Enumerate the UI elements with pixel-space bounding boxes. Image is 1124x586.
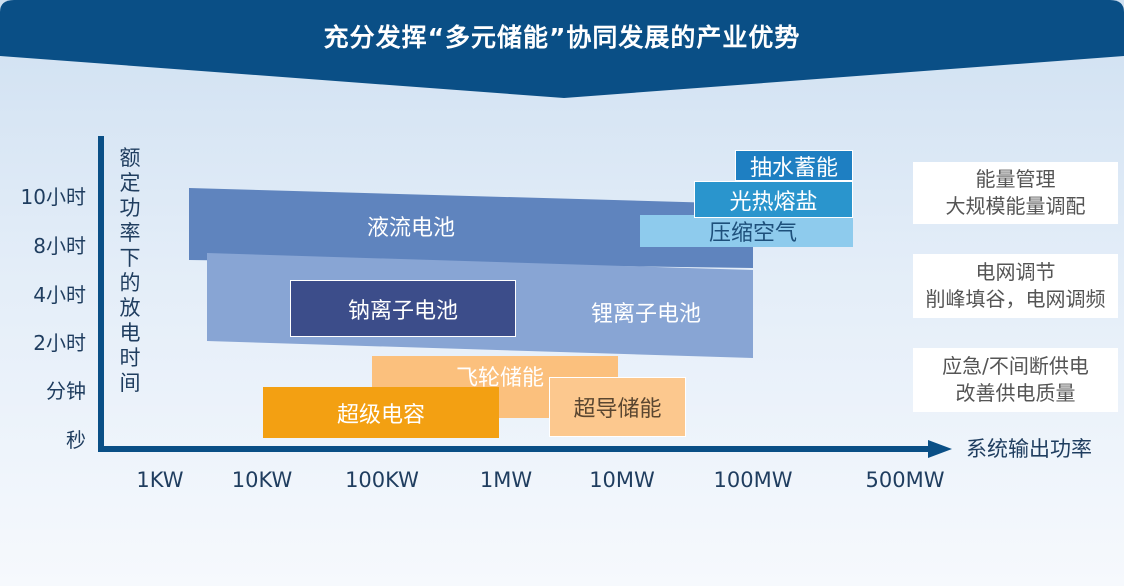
page-title: 充分发挥“多元储能”协同发展的产业优势	[323, 23, 801, 52]
application-grid-line1: 电网调节	[975, 260, 1056, 284]
banner-shape	[0, 0, 1124, 98]
x-tick-500mw: 500MW	[865, 468, 945, 492]
y-axis-line	[98, 136, 104, 452]
compressed-air-box: 压缩空气	[640, 215, 853, 247]
supercapacitor-label: 超级电容	[336, 402, 425, 428]
liquid-flow-band	[189, 188, 753, 268]
application-emergency-line1: 应急/不间断供电	[942, 354, 1089, 378]
molten-salt-box: 光热熔盐	[694, 181, 853, 218]
y-tick-2h: 2小时	[33, 331, 86, 355]
application-box-emergency: 应急/不间断供电 改善供电质量	[913, 348, 1118, 412]
y-tick-10h: 10小时	[20, 185, 86, 209]
title-banner: 充分发挥“多元储能”协同发展的产业优势	[0, 0, 1124, 100]
y-axis-label: 额定功率下的放电时间	[119, 146, 141, 395]
y-tick-minutes: 分钟	[46, 379, 86, 403]
pumped-hydro-label: 抽水蓄能	[749, 155, 838, 181]
x-tick-100kw: 100KW	[345, 468, 419, 492]
y-tick-4h: 4小时	[33, 283, 86, 307]
application-grid-line2: 削峰填谷，电网调频	[925, 287, 1106, 311]
application-energy-line2: 大规模能量调配	[945, 194, 1086, 218]
supercapacitor-box: 超级电容	[263, 387, 499, 438]
compressed-air-label: 压缩空气	[708, 221, 797, 246]
superconducting-label: 超导储能	[573, 397, 662, 422]
x-tick-1mw: 1MW	[479, 468, 533, 492]
application-box-grid: 电网调节 削峰填谷，电网调频	[913, 254, 1118, 318]
x-tick-10kw: 10KW	[231, 468, 293, 492]
pumped-hydro-box: 抽水蓄能	[735, 150, 853, 181]
sodium-ion-label: 钠离子电池	[347, 298, 458, 324]
superconducting-box: 超导储能	[549, 377, 686, 437]
x-axis-arrow-icon	[928, 440, 952, 458]
application-emergency-line2: 改善供电质量	[955, 381, 1076, 405]
application-box-energy: 能量管理 大规模能量调配	[913, 162, 1118, 224]
sodium-ion-box: 钠离子电池	[290, 280, 516, 337]
lithium-ion-label: 锂离子电池	[591, 302, 702, 327]
application-energy-line1: 能量管理	[975, 167, 1056, 191]
molten-salt-label: 光热熔盐	[729, 189, 818, 215]
x-tick-100mw: 100MW	[713, 468, 793, 492]
y-tick-seconds: 秒	[66, 428, 86, 452]
y-tick-8h: 8小时	[33, 234, 86, 258]
x-axis-line	[98, 446, 930, 452]
x-tick-1kw: 1KW	[136, 468, 184, 492]
liquid-flow-label: 液流电池	[367, 216, 456, 241]
flywheel-label: 飞轮储能	[455, 366, 544, 391]
x-axis-label: 系统输出功率	[966, 437, 1092, 461]
x-tick-10mw: 10MW	[589, 468, 655, 492]
